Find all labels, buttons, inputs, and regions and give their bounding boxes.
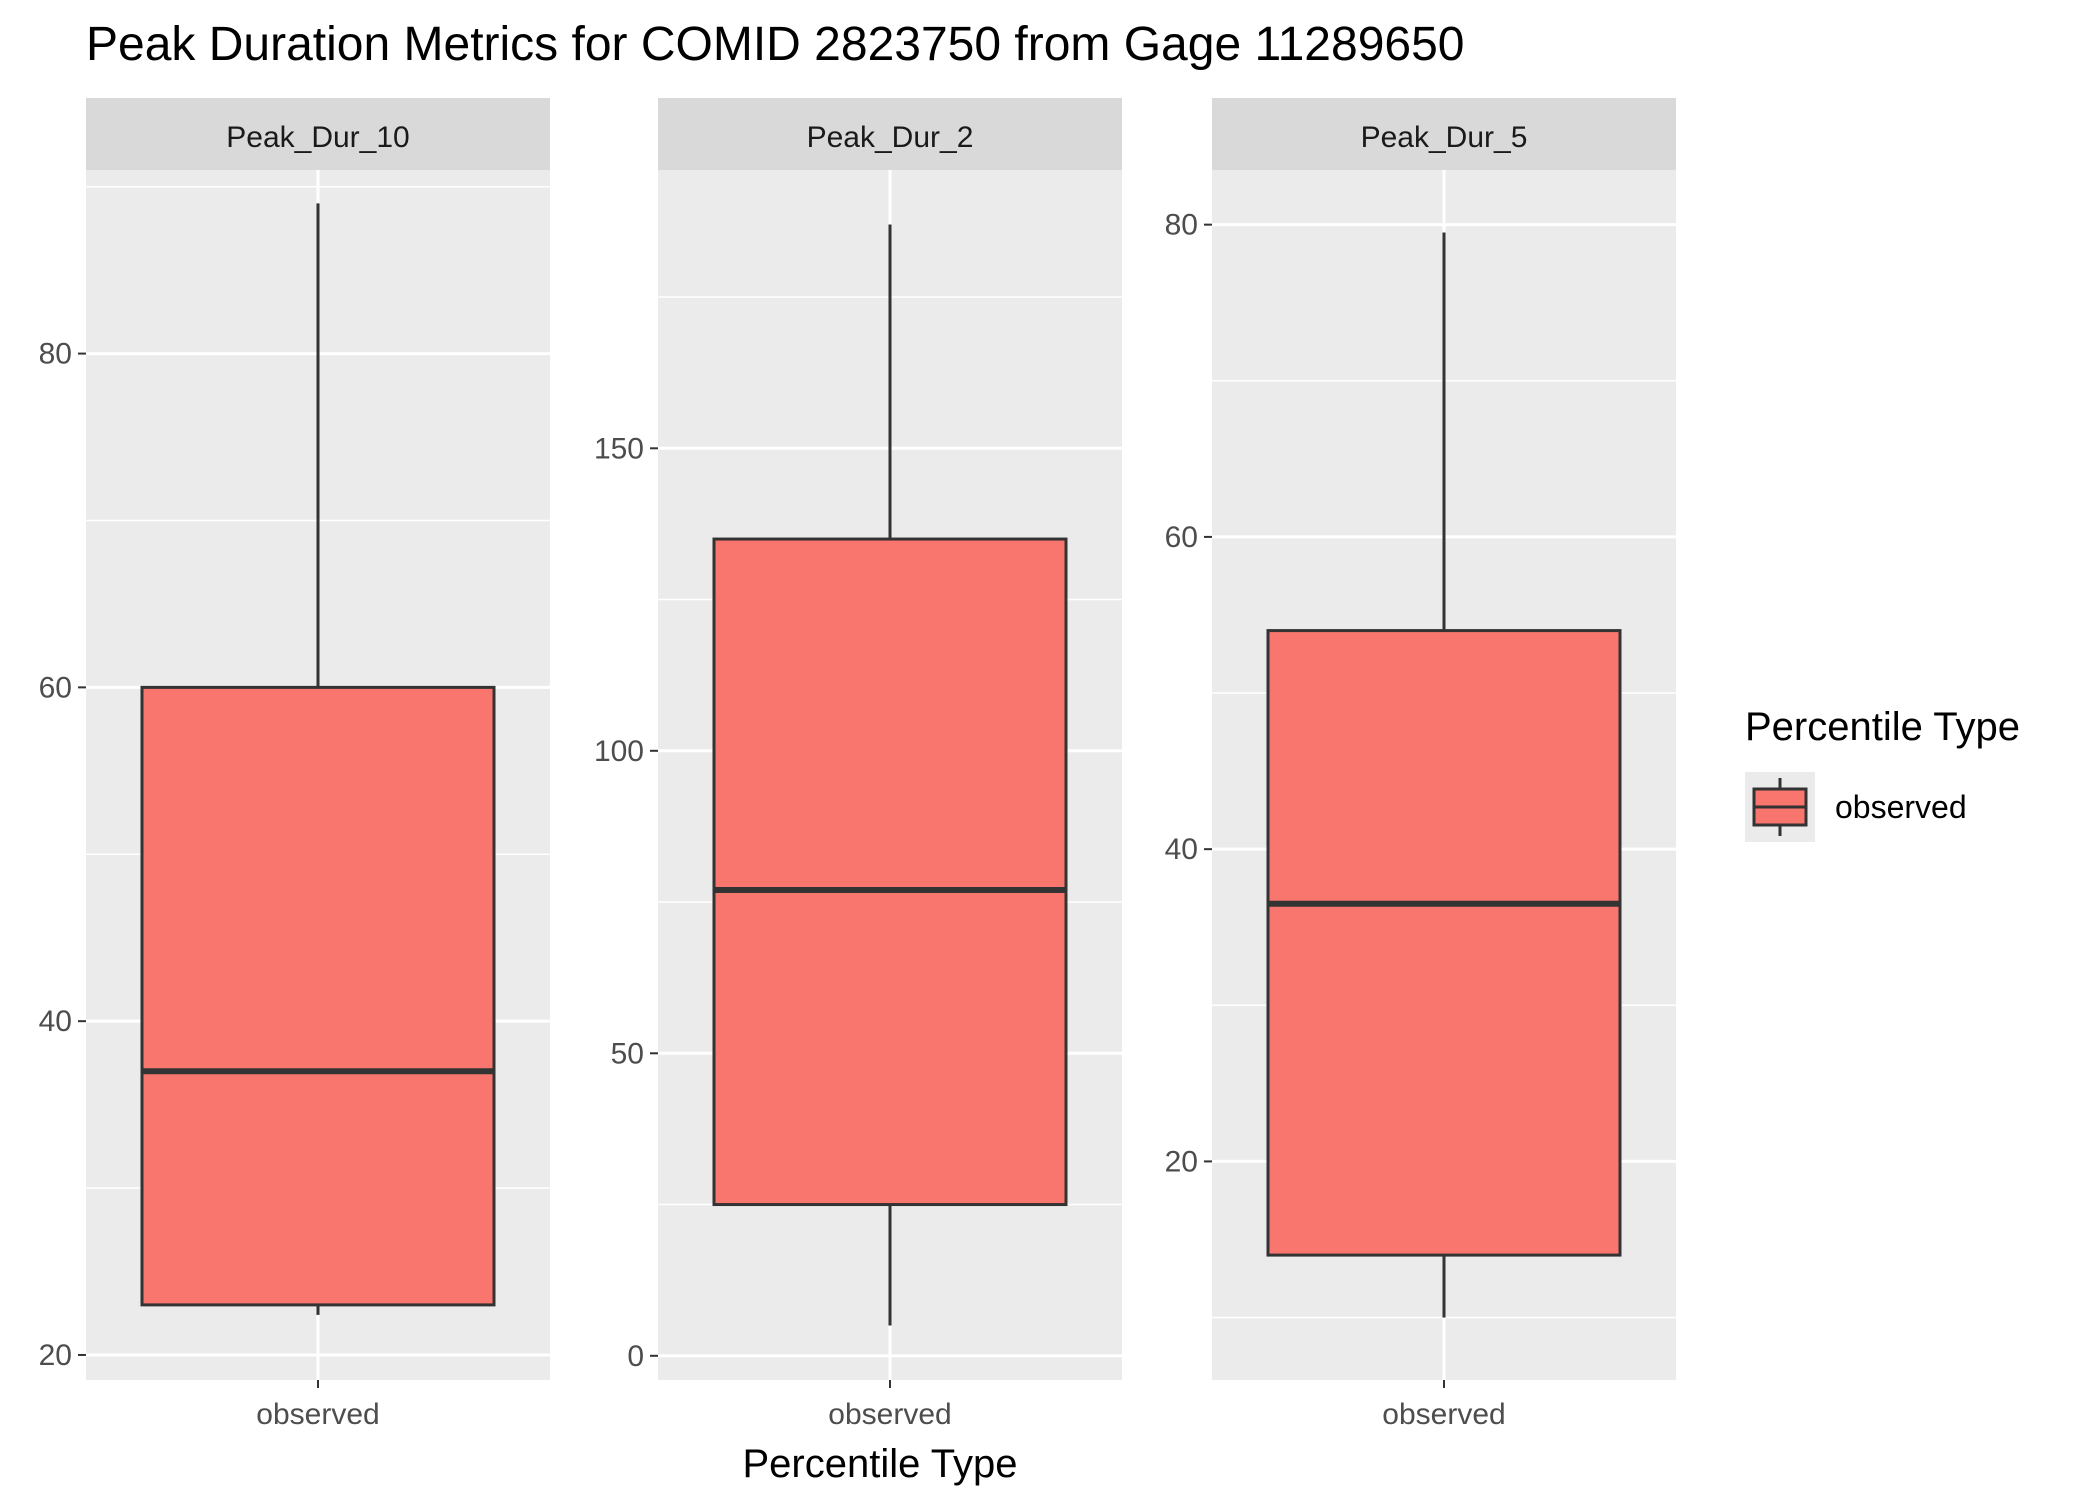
box (1266, 629, 1622, 1257)
y-tick-label: 0 (627, 1340, 644, 1373)
facet-panel: Peak_Dur_10 20 40 60 80 observed (39, 98, 550, 1431)
y-tick-label: 40 (1165, 833, 1198, 866)
facet-strip (658, 98, 1122, 170)
y-tick-label: 80 (1165, 209, 1198, 242)
chart-title: Peak Duration Metrics for COMID 2823750 … (86, 18, 1464, 71)
facet-panel: Peak_Dur_5 20 40 60 80 observed (1165, 98, 1676, 1431)
x-tick-label: observed (256, 1398, 379, 1431)
x-tick-label: observed (828, 1398, 951, 1431)
y-tick-label: 40 (39, 1005, 72, 1038)
facet-strip-label: Peak_Dur_10 (226, 121, 409, 154)
facet-strip-label: Peak_Dur_5 (1361, 121, 1528, 154)
legend-item: observed (1745, 772, 1967, 842)
y-tick-label: 80 (39, 338, 72, 371)
legend-label: observed (1835, 789, 1967, 825)
facet-strip (86, 98, 550, 170)
y-tick-label: 60 (1165, 521, 1198, 554)
y-tick-label: 20 (1165, 1145, 1198, 1178)
legend-title: Percentile Type (1745, 705, 2020, 749)
box (140, 685, 496, 1307)
facet-strip (1212, 98, 1676, 170)
y-tick-label: 50 (611, 1037, 644, 1070)
facet-panel: Peak_Dur_2 0 50 100 150 observed (594, 98, 1122, 1431)
y-tick-label: 100 (594, 735, 644, 768)
y-tick-label: 60 (39, 671, 72, 704)
legend-items: observed (1745, 772, 1967, 842)
facet-strip-label: Peak_Dur_2 (807, 121, 974, 154)
y-tick-label: 20 (39, 1339, 72, 1372)
x-tick-label: observed (1382, 1398, 1505, 1431)
box (712, 537, 1068, 1207)
legend: Percentile Type observed (1745, 705, 2020, 842)
facet-panels: Peak_Dur_10 20 40 60 80 observed Peak_Dur_2 0 50… (39, 98, 1676, 1431)
x-axis-title: Percentile Type (743, 1442, 1018, 1486)
y-tick-label: 150 (594, 432, 644, 465)
